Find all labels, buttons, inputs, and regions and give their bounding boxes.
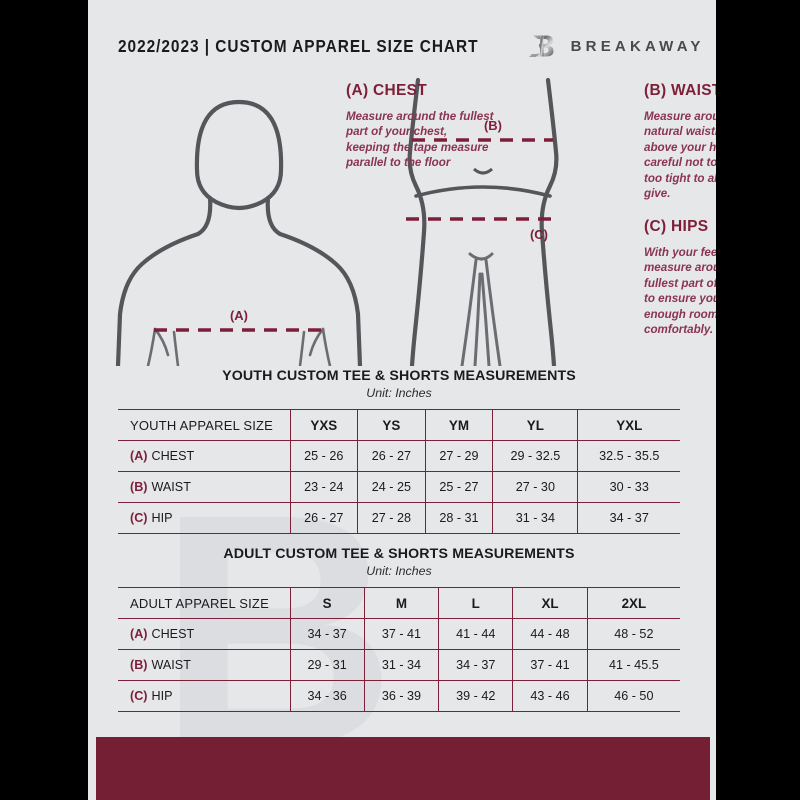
adult-waist-s: 29 - 31 xyxy=(289,649,365,681)
measure-name-waist: WAIST xyxy=(151,480,191,494)
adult-chest-m: 37 - 41 xyxy=(363,618,439,650)
youth-hip-yl: 31 - 34 xyxy=(492,502,578,534)
table-row: (B) WAIST 29 - 31 31 - 34 34 - 37 37 - 41… xyxy=(118,649,680,681)
youth-waist-ys: 24 - 25 xyxy=(357,471,426,503)
callout-waist: (B) WAIST Measure around your natural wa… xyxy=(644,82,716,201)
youth-col-0: YXS xyxy=(289,409,358,441)
youth-size-header: YOUTH APPAREL SIZE xyxy=(118,409,290,441)
youth-waist-yxl: 30 - 33 xyxy=(577,471,680,503)
measure-name-hip: HIP xyxy=(151,511,173,525)
footer-accent-bar xyxy=(96,737,710,800)
adult-measurements-block: ADULT CUSTOM TEE & SHORTS MEASUREMENTS U… xyxy=(118,546,680,712)
youth-chest-yl: 29 - 32.5 xyxy=(492,440,578,472)
youth-hip-yxl: 34 - 37 xyxy=(577,502,680,534)
callout-waist-heading: (B) WAIST xyxy=(644,82,716,99)
measure-name-hip: HIP xyxy=(151,689,173,703)
youth-chest-ys: 26 - 27 xyxy=(357,440,426,472)
measure-name-chest: CHEST xyxy=(151,449,195,463)
callout-chest-body: Measure around the fullest part of your … xyxy=(346,110,494,170)
measure-tag-a: (A) xyxy=(130,449,148,463)
adult-col-4: 2XL xyxy=(586,587,680,619)
youth-measurements-block: YOUTH CUSTOM TEE & SHORTS MEASUREMENTS U… xyxy=(118,368,680,534)
youth-row-chest-label: (A) CHEST xyxy=(118,440,290,472)
adult-row-waist-label: (B) WAIST xyxy=(118,649,290,681)
table-header-row: ADULT APPAREL SIZE S M L XL 2XL xyxy=(118,587,680,619)
brand-lockup: BREAKAWAY xyxy=(528,31,705,61)
brand-name: BREAKAWAY xyxy=(570,37,705,55)
table-row: (B) WAIST 23 - 24 24 - 25 25 - 27 27 - 30… xyxy=(118,471,680,503)
callout-hips-body: With your feet together, measure around … xyxy=(644,246,716,337)
youth-size-table: YOUTH APPAREL SIZE YXS YS YM YL YXL (A) C… xyxy=(118,409,680,534)
measure-name-waist: WAIST xyxy=(151,658,191,672)
youth-chest-yxs: 25 - 26 xyxy=(289,440,358,472)
callout-chest: (A) CHEST Measure around the fullest par… xyxy=(346,82,494,171)
adult-waist-l: 34 - 37 xyxy=(438,649,513,681)
adult-hip-s: 34 - 36 xyxy=(289,680,365,712)
adult-row-hip-label: (C) HIP xyxy=(118,680,290,712)
table-row: (A) CHEST 25 - 26 26 - 27 27 - 29 29 - 32… xyxy=(118,440,680,472)
adult-hip-l: 39 - 42 xyxy=(438,680,513,712)
youth-table-title: YOUTH CUSTOM TEE & SHORTS MEASUREMENTS xyxy=(222,368,576,384)
youth-waist-yl: 27 - 30 xyxy=(492,471,578,503)
adult-col-1: M xyxy=(363,587,439,619)
adult-chest-xl: 44 - 48 xyxy=(512,618,588,650)
adult-table-unit: Unit: Inches xyxy=(366,564,432,578)
adult-chest-s: 34 - 37 xyxy=(289,618,365,650)
youth-col-1: YS xyxy=(357,409,426,441)
adult-size-header: ADULT APPAREL SIZE xyxy=(118,587,290,619)
measure-tag-a: (A) xyxy=(130,627,148,641)
adult-chest-l: 41 - 44 xyxy=(438,618,513,650)
youth-row-waist-label: (B) WAIST xyxy=(118,471,290,503)
breakaway-logo-icon xyxy=(528,35,554,57)
callout-hips: (C) HIPS With your feet together, measur… xyxy=(644,218,716,337)
adult-hip-m: 36 - 39 xyxy=(363,680,439,712)
adult-waist-2xl: 41 - 45.5 xyxy=(586,649,680,681)
youth-hip-ys: 27 - 28 xyxy=(357,502,426,534)
adult-hip-2xl: 46 - 50 xyxy=(586,680,680,712)
callout-chest-heading: (A) CHEST xyxy=(346,82,428,99)
adult-col-0: S xyxy=(289,587,365,619)
table-row: (A) CHEST 34 - 37 37 - 41 41 - 44 44 - 48… xyxy=(118,618,680,650)
youth-col-3: YL xyxy=(492,409,578,441)
adult-row-chest-label: (A) CHEST xyxy=(118,618,290,650)
hips-measure-label: (C) xyxy=(530,227,548,242)
table-header-row: YOUTH APPAREL SIZE YXS YS YM YL YXL xyxy=(118,409,680,441)
measurement-illustrations: (A) (B) xyxy=(88,74,716,366)
waist-measure-label: (B) xyxy=(484,118,502,133)
youth-hip-ym: 28 - 31 xyxy=(424,502,493,534)
youth-chest-ym: 27 - 29 xyxy=(424,440,493,472)
adult-hip-xl: 43 - 46 xyxy=(512,680,588,712)
measure-tag-c: (C) xyxy=(130,511,148,525)
adult-waist-xl: 37 - 41 xyxy=(512,649,588,681)
youth-waist-yxs: 23 - 24 xyxy=(289,471,358,503)
youth-hip-yxs: 26 - 27 xyxy=(289,502,358,534)
page-header: 2022/2023 | CUSTOM APPAREL SIZE CHART BR… xyxy=(118,28,700,64)
adult-chest-2xl: 48 - 52 xyxy=(586,618,680,650)
youth-chest-yxl: 32.5 - 35.5 xyxy=(577,440,680,472)
measure-tag-b: (B) xyxy=(130,658,148,672)
size-chart-page: B 2022/2023 | CUSTOM APPAREL SIZE CHART … xyxy=(88,0,716,800)
lower-body-figure: (B) (C) xyxy=(406,77,559,366)
callout-waist-body: Measure around your natural waistline – … xyxy=(644,110,716,201)
table-row: (C) HIP 34 - 36 36 - 39 39 - 42 43 - 46 4… xyxy=(118,680,680,712)
adult-col-2: L xyxy=(438,587,513,619)
measure-tag-b: (B) xyxy=(130,480,148,494)
measure-tag-c: (C) xyxy=(130,689,148,703)
adult-table-title: ADULT CUSTOM TEE & SHORTS MEASUREMENTS xyxy=(223,546,575,562)
youth-row-hip-label: (C) HIP xyxy=(118,502,290,534)
adult-waist-m: 31 - 34 xyxy=(363,649,439,681)
page-title: 2022/2023 | CUSTOM APPAREL SIZE CHART xyxy=(118,35,479,56)
adult-size-table: ADULT APPAREL SIZE S M L XL 2XL (A) CHEST… xyxy=(118,587,680,712)
table-row: (C) HIP 26 - 27 27 - 28 28 - 31 31 - 34 3… xyxy=(118,502,680,534)
chest-measure-label: (A) xyxy=(230,308,248,323)
measure-name-chest: CHEST xyxy=(151,627,195,641)
youth-waist-ym: 25 - 27 xyxy=(424,471,493,503)
callout-hips-heading: (C) HIPS xyxy=(644,218,709,235)
youth-col-2: YM xyxy=(424,409,493,441)
youth-col-4: YXL xyxy=(577,409,680,441)
youth-table-unit: Unit: Inches xyxy=(366,386,432,400)
adult-col-3: XL xyxy=(512,587,588,619)
upper-body-figure: (A) xyxy=(115,99,363,366)
